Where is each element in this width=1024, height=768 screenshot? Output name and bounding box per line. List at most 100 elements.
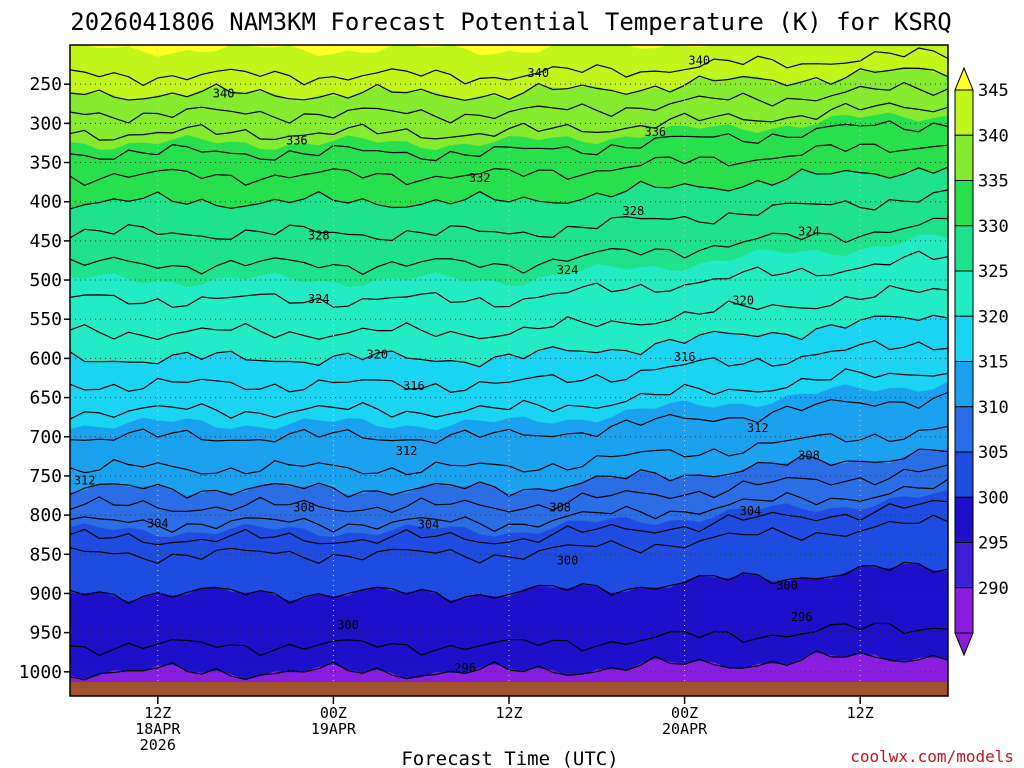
contour-298 xyxy=(70,622,948,657)
colorbar-segment xyxy=(954,451,974,498)
colorbar-segment xyxy=(954,361,974,408)
colorbar-label: 300 xyxy=(978,488,1009,508)
contour-label-text: 308 xyxy=(549,500,571,514)
colorbar-top-arrow xyxy=(954,66,974,91)
contour-label-text: 300 xyxy=(337,618,359,632)
colorbar-label: 310 xyxy=(978,398,1009,418)
y-tick-label: 1000 xyxy=(19,662,62,683)
contour-306 xyxy=(70,478,948,533)
plot-content: 340 340 340 336 336 332 328 328 324 324 324 320 320 3… xyxy=(70,45,948,682)
contour-label-320: 320 xyxy=(732,293,754,307)
contour-label-text: 328 xyxy=(308,228,330,242)
contour-label-text: 312 xyxy=(747,421,769,435)
ground-surface xyxy=(70,682,948,696)
contour-label-324: 324 xyxy=(557,263,579,277)
x-tick-label: 18APR xyxy=(135,720,181,738)
colorbar-label: 290 xyxy=(978,579,1009,599)
contour-label-304: 304 xyxy=(147,517,169,531)
colorbar-label: 330 xyxy=(978,217,1009,237)
contour-label-text: 324 xyxy=(798,224,820,238)
contour-label-text: 328 xyxy=(623,204,645,218)
x-tick-label: 12Z xyxy=(144,704,171,722)
contour-316 xyxy=(70,368,948,420)
colorbar-segment xyxy=(954,225,974,272)
contour-label-324: 324 xyxy=(308,292,330,306)
contour-338 xyxy=(70,81,948,124)
contour-340 xyxy=(70,67,948,101)
contour-label-text: 320 xyxy=(366,347,388,361)
colorbar-segment xyxy=(954,134,974,181)
contour-330 xyxy=(70,166,948,210)
colorbar-bottom-arrow xyxy=(954,632,974,657)
colorbar-segment xyxy=(954,406,974,453)
contour-label-296: 296 xyxy=(791,610,813,624)
contour-334 xyxy=(70,120,948,162)
y-tick-label: 500 xyxy=(29,270,62,291)
x-tick-label: 12Z xyxy=(495,704,522,722)
contour-label-304: 304 xyxy=(740,504,762,518)
contour-label-text: 340 xyxy=(527,66,549,80)
colorbar-segment xyxy=(954,89,974,136)
y-tick-label: 550 xyxy=(29,309,62,330)
contour-324 xyxy=(70,250,948,308)
grid-lines xyxy=(70,45,948,682)
contour-label-text: 340 xyxy=(688,54,710,68)
contour-328 xyxy=(70,189,948,242)
contour-label-text: 304 xyxy=(740,504,762,518)
contour-label-text: 304 xyxy=(147,517,169,531)
y-tick-label: 300 xyxy=(29,113,62,134)
contour-322 xyxy=(70,284,948,341)
contour-label-text: 312 xyxy=(396,444,418,458)
contour-label-300: 300 xyxy=(557,554,579,568)
contour-label-308: 308 xyxy=(798,449,820,463)
contour-label-316: 316 xyxy=(403,379,425,393)
contour-label-text: 296 xyxy=(454,661,476,675)
colorbar-label: 335 xyxy=(978,172,1009,192)
contour-332 xyxy=(70,143,948,187)
x-tick-label: 19APR xyxy=(311,720,357,738)
contour-label-316: 316 xyxy=(674,350,696,364)
contour-label-text: 324 xyxy=(557,263,579,277)
contour-label-336: 336 xyxy=(286,134,308,148)
contour-314 xyxy=(70,391,948,445)
contour-label-312: 312 xyxy=(747,421,769,435)
x-tick-label: 20APR xyxy=(662,720,708,738)
contour-label-text: 336 xyxy=(644,125,666,139)
credit-text: coolwx.com/models xyxy=(850,747,1014,766)
contour-label-336: 336 xyxy=(644,125,666,139)
contour-label-text: 308 xyxy=(798,449,820,463)
colorbar-label: 315 xyxy=(978,353,1009,373)
contour-label-340: 340 xyxy=(527,66,549,80)
contour-320 xyxy=(70,314,948,368)
temp-band-300 xyxy=(70,563,948,682)
contour-label-320: 320 xyxy=(366,347,388,361)
contour-label-text: 336 xyxy=(286,134,308,148)
contour-label-328: 328 xyxy=(308,228,330,242)
y-tick-label: 850 xyxy=(29,544,62,565)
x-tick-label: 00Z xyxy=(320,704,347,722)
contour-310 xyxy=(70,448,948,499)
contour-label-308: 308 xyxy=(293,500,315,514)
colorbar-segment xyxy=(954,315,974,362)
contour-label-text: 304 xyxy=(418,518,440,532)
colorbar-segment xyxy=(954,496,974,543)
contour-label-300: 300 xyxy=(776,579,798,593)
contour-label-304: 304 xyxy=(418,518,440,532)
contour-label-text: 308 xyxy=(293,500,315,514)
x-axis-label: Forecast Time (UTC) xyxy=(401,748,618,768)
colorbar-label: 345 xyxy=(978,81,1009,101)
temp-band-290 xyxy=(70,652,948,682)
colorbar-label: 320 xyxy=(978,307,1009,327)
contour-label-324: 324 xyxy=(798,224,820,238)
contour-label-text: 300 xyxy=(776,579,798,593)
contour-label-300: 300 xyxy=(337,618,359,632)
y-tick-label: 600 xyxy=(29,348,62,369)
colorbar-segment xyxy=(954,542,974,589)
contour-label-text: 300 xyxy=(557,554,579,568)
contour-lines xyxy=(70,47,948,681)
contour-label-text: 296 xyxy=(791,610,813,624)
contour-label-328: 328 xyxy=(623,204,645,218)
contour-label-text: 332 xyxy=(469,171,491,185)
y-tick-label: 650 xyxy=(29,388,62,409)
